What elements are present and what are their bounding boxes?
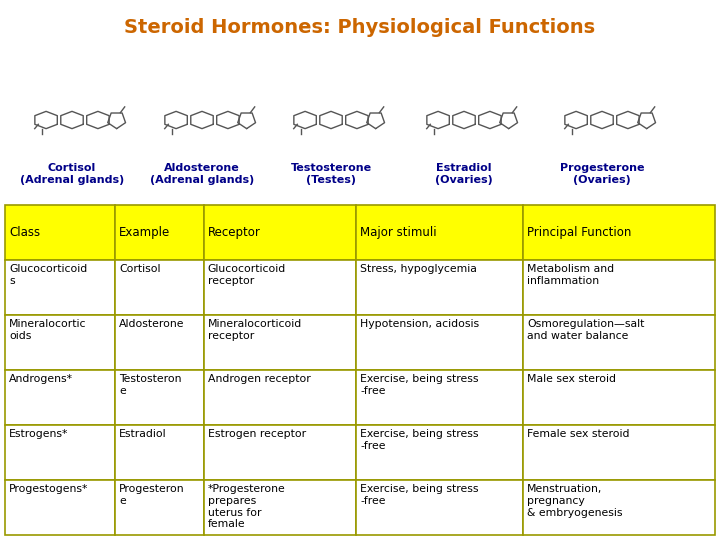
- Bar: [204, 315, 356, 370]
- Bar: [5, 370, 115, 425]
- Text: Estradiol: Estradiol: [119, 429, 166, 440]
- Text: Cortisol: Cortisol: [119, 265, 161, 274]
- Bar: [204, 425, 356, 480]
- Bar: [115, 315, 204, 370]
- Text: Glucocorticoid
s: Glucocorticoid s: [9, 265, 87, 286]
- Bar: [5, 425, 115, 480]
- Bar: [115, 205, 204, 260]
- Text: Estrogen receptor: Estrogen receptor: [208, 429, 306, 440]
- Text: *Progesterone
prepares
uterus for
female: *Progesterone prepares uterus for female: [208, 484, 286, 529]
- Bar: [5, 315, 115, 370]
- Text: Aldosterone: Aldosterone: [119, 319, 184, 329]
- Text: Estrogens*: Estrogens*: [9, 429, 68, 440]
- Bar: [523, 315, 715, 370]
- Bar: [115, 260, 204, 315]
- Bar: [356, 425, 523, 480]
- Text: Exercise, being stress
-free: Exercise, being stress -free: [361, 429, 479, 451]
- Text: Progesterone
(Ovaries): Progesterone (Ovaries): [559, 163, 644, 185]
- Text: Aldosterone
(Adrenal glands): Aldosterone (Adrenal glands): [150, 163, 254, 185]
- Bar: [523, 260, 715, 315]
- Text: Testosteron
e: Testosteron e: [119, 374, 181, 396]
- Text: Major stimuli: Major stimuli: [361, 226, 437, 239]
- Text: Male sex steroid: Male sex steroid: [527, 374, 616, 384]
- Text: Androgens*: Androgens*: [9, 374, 73, 384]
- Bar: [204, 205, 356, 260]
- Text: Cortisol
(Adrenal glands): Cortisol (Adrenal glands): [20, 163, 124, 185]
- Bar: [356, 480, 523, 535]
- Bar: [115, 425, 204, 480]
- Text: Metabolism and
inflammation: Metabolism and inflammation: [527, 265, 614, 286]
- Text: Progestogens*: Progestogens*: [9, 484, 89, 495]
- Text: Mineralocorticoid
receptor: Mineralocorticoid receptor: [208, 319, 302, 341]
- Bar: [5, 205, 115, 260]
- Bar: [5, 480, 115, 535]
- Bar: [115, 480, 204, 535]
- Bar: [523, 205, 715, 260]
- Bar: [204, 480, 356, 535]
- Text: Mineralocortic
oids: Mineralocortic oids: [9, 319, 86, 341]
- Text: Hypotension, acidosis: Hypotension, acidosis: [361, 319, 480, 329]
- Bar: [356, 370, 523, 425]
- Bar: [5, 260, 115, 315]
- Text: Osmoregulation—salt
and water balance: Osmoregulation—salt and water balance: [527, 319, 644, 341]
- Text: Female sex steroid: Female sex steroid: [527, 429, 630, 440]
- Bar: [204, 370, 356, 425]
- Text: Progesteron
e: Progesteron e: [119, 484, 184, 506]
- Bar: [356, 205, 523, 260]
- Text: Glucocorticoid
receptor: Glucocorticoid receptor: [208, 265, 286, 286]
- Bar: [523, 425, 715, 480]
- Text: Exercise, being stress
-free: Exercise, being stress -free: [361, 374, 479, 396]
- Text: Androgen receptor: Androgen receptor: [208, 374, 310, 384]
- Bar: [204, 260, 356, 315]
- Bar: [523, 480, 715, 535]
- Text: Testosterone
(Testes): Testosterone (Testes): [290, 163, 372, 185]
- Bar: [523, 370, 715, 425]
- Text: Estradiol
(Ovaries): Estradiol (Ovaries): [435, 163, 493, 185]
- Text: Menstruation,
pregnancy
& embryogenesis: Menstruation, pregnancy & embryogenesis: [527, 484, 623, 518]
- Text: Principal Function: Principal Function: [527, 226, 631, 239]
- Bar: [115, 370, 204, 425]
- Bar: [356, 260, 523, 315]
- Text: Example: Example: [119, 226, 171, 239]
- Text: Stress, hypoglycemia: Stress, hypoglycemia: [361, 265, 477, 274]
- Bar: [356, 315, 523, 370]
- Text: Class: Class: [9, 226, 40, 239]
- Text: Receptor: Receptor: [208, 226, 261, 239]
- Text: Exercise, being stress
-free: Exercise, being stress -free: [361, 484, 479, 506]
- Text: Steroid Hormones: Physiological Functions: Steroid Hormones: Physiological Function…: [125, 18, 595, 37]
